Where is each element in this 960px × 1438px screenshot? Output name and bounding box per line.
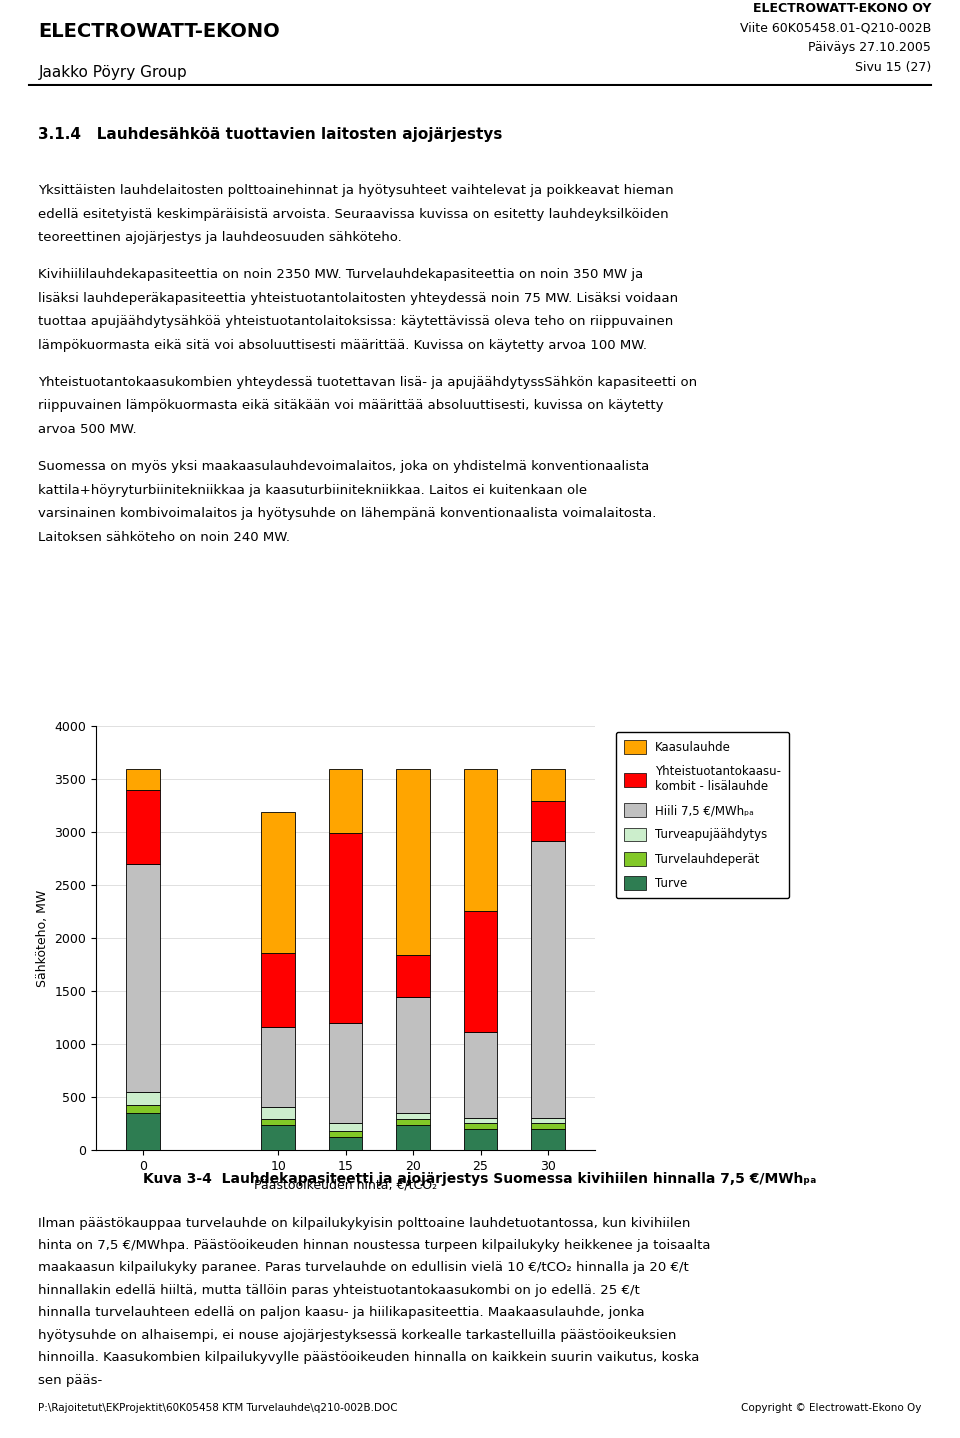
Bar — [127, 768, 160, 789]
Text: Sivu 15 (27): Sivu 15 (27) — [855, 62, 931, 75]
Bar — [328, 768, 363, 833]
Text: varsinainen kombivoimalaitos ja hyötysuhde on lähempänä konventionaalista voimal: varsinainen kombivoimalaitos ja hyötysuh… — [38, 508, 657, 521]
Text: Suomessa on myös yksi maakaasulauhdevoimalaitos, joka on yhdistelmä konventionaa: Suomessa on myös yksi maakaasulauhdevoim… — [38, 460, 650, 473]
Text: lämpökuormasta eikä sitä voi absoluuttisesti määrittää. Kuvissa on käytetty arvo: lämpökuormasta eikä sitä voi absoluuttis… — [38, 339, 647, 352]
Text: Päiväys 27.10.2005: Päiväys 27.10.2005 — [808, 42, 931, 55]
Bar — [328, 1123, 363, 1130]
Bar — [261, 952, 295, 1027]
X-axis label: Päästöoikeuden hinta, €/tCO₂: Päästöoikeuden hinta, €/tCO₂ — [254, 1179, 437, 1192]
Text: edellä esitetyistä keskimpäräisistä arvoista. Seuraavissa kuvissa on esitetty la: edellä esitetyistä keskimpäräisistä arvo… — [38, 207, 669, 220]
Text: lisäksi lauhdeperäkapasiteettia yhteistuotantolaitosten yhteydessä noin 75 MW. L: lisäksi lauhdeperäkapasiteettia yhteistu… — [38, 292, 679, 305]
Bar — [396, 997, 430, 1113]
Bar — [396, 1119, 430, 1125]
Bar — [328, 1022, 363, 1123]
Bar — [531, 841, 564, 1119]
Text: hyötysuhde on alhaisempi, ei nouse ajojärjestyksessä korkealle tarkastelluilla p: hyötysuhde on alhaisempi, ei nouse ajojä… — [38, 1329, 677, 1342]
Bar — [261, 1027, 295, 1107]
Bar — [261, 811, 295, 952]
Bar — [464, 768, 497, 912]
Y-axis label: Sähköteho, MW: Sähköteho, MW — [36, 890, 49, 986]
Text: Laitoksen sähköteho on noin 240 MW.: Laitoksen sähköteho on noin 240 MW. — [38, 531, 290, 544]
Text: Ilman päästökauppaa turvelauhde on kilpailukykyisin polttoaine lauhdetuotantossa: Ilman päästökauppaa turvelauhde on kilpa… — [38, 1217, 691, 1229]
Text: ELECTROWATT-EKONO OY: ELECTROWATT-EKONO OY — [753, 1, 931, 14]
Text: hinnalla turvelauhteen edellä on paljon kaasu- ja hiilikapasiteettia. Maakaasula: hinnalla turvelauhteen edellä on paljon … — [38, 1306, 645, 1319]
Bar — [396, 1113, 430, 1119]
Bar — [127, 1106, 160, 1113]
Bar — [127, 1091, 160, 1106]
Bar — [127, 789, 160, 864]
Text: Kivihiililauhdekapasiteettia on noin 2350 MW. Turvelauhdekapasiteettia on noin 3: Kivihiililauhdekapasiteettia on noin 235… — [38, 269, 643, 282]
Text: Yksittäisten lauhdelaitosten polttoainehinnat ja hyötysuhteet vaihtelevat ja poi: Yksittäisten lauhdelaitosten polttoaineh… — [38, 184, 674, 197]
Bar — [531, 1129, 564, 1150]
Text: 3.1.4   Lauhdesähköä tuottavien laitosten ajojärjestys: 3.1.4 Lauhdesähköä tuottavien laitosten … — [38, 127, 503, 141]
Bar — [396, 1125, 430, 1150]
Bar — [127, 864, 160, 1091]
Text: Copyright © Electrowatt-Ekono Oy: Copyright © Electrowatt-Ekono Oy — [741, 1403, 922, 1414]
Bar — [396, 955, 430, 997]
Text: hinta on 7,5 €/MWhpa. Päästöoikeuden hinnan noustessa turpeen kilpailukyky heikk: hinta on 7,5 €/MWhpa. Päästöoikeuden hin… — [38, 1240, 711, 1252]
Bar — [261, 1125, 295, 1150]
Bar — [328, 1130, 363, 1136]
Bar — [464, 1129, 497, 1150]
Text: riippuvainen lämpökuormasta eikä sitäkään voi määrittää absoluuttisesti, kuvissa: riippuvainen lämpökuormasta eikä sitäkää… — [38, 400, 664, 413]
Bar — [127, 1113, 160, 1150]
Text: P:\Rajoitetut\EKProjektit\60K05458 KTM Turvelauhde\q210-002B.DOC: P:\Rajoitetut\EKProjektit\60K05458 KTM T… — [38, 1403, 398, 1414]
Text: arvoa 500 MW.: arvoa 500 MW. — [38, 423, 137, 436]
Text: Kuva 3-4  Lauhdekapasiteetti ja ajojärjestys Suomessa kivihiilen hinnalla 7,5 €/: Kuva 3-4 Lauhdekapasiteetti ja ajojärjes… — [143, 1172, 817, 1186]
Text: tuottaa apujäähdytysähköä yhteistuotantolaitoksissa: käytettävissä oleva teho on: tuottaa apujäähdytysähköä yhteistuotanto… — [38, 315, 674, 328]
Bar — [464, 1123, 497, 1129]
Bar — [396, 769, 430, 955]
Bar — [328, 833, 363, 1022]
Text: ELECTROWATT-EKONO: ELECTROWATT-EKONO — [38, 22, 280, 40]
Text: Jaakko Pöyry Group: Jaakko Pöyry Group — [38, 65, 187, 79]
Bar — [531, 769, 564, 801]
Bar — [464, 1119, 497, 1123]
Bar — [531, 1123, 564, 1129]
Bar — [261, 1107, 295, 1119]
Text: maakaasun kilpailukyky paranee. Paras turvelauhde on edullisin vielä 10 €/tCO₂ h: maakaasun kilpailukyky paranee. Paras tu… — [38, 1261, 689, 1274]
Text: teoreettinen ajojärjestys ja lauhdeosuuden sähköteho.: teoreettinen ajojärjestys ja lauhdeosuud… — [38, 232, 402, 244]
Bar — [531, 801, 564, 841]
Bar — [328, 1136, 363, 1150]
Bar — [464, 1032, 497, 1119]
Text: Yhteistuotantokaasukombien yhteydessä tuotettavan lisä- ja apujäähdytyssSähkön k: Yhteistuotantokaasukombien yhteydessä tu… — [38, 375, 698, 388]
Bar — [464, 912, 497, 1032]
Bar — [531, 1119, 564, 1123]
Text: Viite 60K05458.01-Q210-002B: Viite 60K05458.01-Q210-002B — [740, 22, 931, 35]
Text: sen pääs-: sen pääs- — [38, 1373, 103, 1386]
Text: hinnoilla. Kaasukombien kilpailukyvylle päästöoikeuden hinnalla on kaikkein suur: hinnoilla. Kaasukombien kilpailukyvylle … — [38, 1352, 700, 1365]
Legend: Kaasulauhde, Yhteistuotantokaasu-
kombit - lisälauhde, Hiili 7,5 €/MWhₚₐ, Turvea: Kaasulauhde, Yhteistuotantokaasu- kombit… — [616, 732, 789, 899]
Bar — [261, 1119, 295, 1125]
Text: hinnallakin edellä hiiltä, mutta tällöin paras yhteistuotantokaasukombi on jo ed: hinnallakin edellä hiiltä, mutta tällöin… — [38, 1284, 640, 1297]
Text: kattila+höyryturbiinitekniikkaa ja kaasuturbiinitekniikkaa. Laitos ei kuitenkaan: kattila+höyryturbiinitekniikkaa ja kaasu… — [38, 483, 588, 496]
